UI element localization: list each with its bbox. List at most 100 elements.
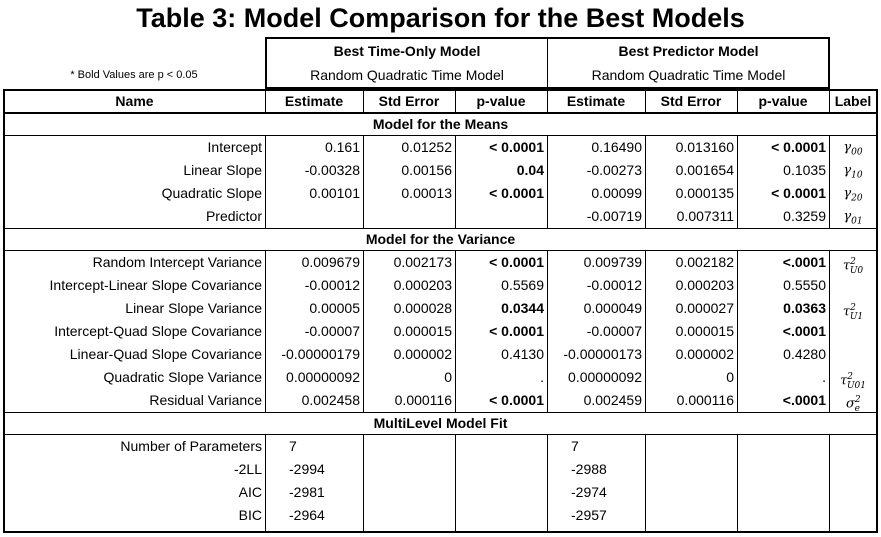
parameter-label <box>829 343 877 366</box>
table-row: Linear-Quad Slope Covariance -0.00000179 0… <box>4 343 877 366</box>
std-error-1: 0.01252 <box>401 139 452 155</box>
std-error-2: 0.000015 <box>675 323 734 339</box>
column-divider <box>455 136 456 228</box>
std-error-1 <box>363 205 455 228</box>
p-value-1: . <box>540 369 544 385</box>
parameter-label: τ2U1 <box>842 303 864 322</box>
table-row: Linear Slope Variance 0.00005 0.000028 0.03… <box>4 297 877 320</box>
row-name: Number of Parameters <box>120 438 262 454</box>
p-value-1: < 0.0001 <box>489 254 544 270</box>
column-divider <box>829 251 830 412</box>
column-divider <box>547 435 548 532</box>
fit-value-2: -2957 <box>571 507 607 523</box>
fit-value-1: 7 <box>289 438 297 454</box>
fit-value-1: -2994 <box>289 461 325 477</box>
column-divider <box>829 435 830 532</box>
p-value-2: <.0001 <box>782 254 826 270</box>
estimate-2: 0.00099 <box>591 185 642 201</box>
std-error-2: 0.013160 <box>675 139 734 155</box>
p-value-2: <.0001 <box>782 323 826 339</box>
parameter-label: τ2U0 <box>842 257 864 276</box>
row-divider <box>4 113 877 114</box>
table-row: Intercept-Quad Slope Covariance -0.00007 0… <box>4 320 877 343</box>
column-divider <box>455 435 456 532</box>
row-divider <box>4 250 877 251</box>
table-title: Table 3: Model Comparison for the Best M… <box>136 3 745 33</box>
std-error-2: 0.007311 <box>676 208 734 224</box>
row-divider <box>4 228 877 229</box>
estimate-2: -0.00007 <box>586 323 642 339</box>
p-value-1: < 0.0001 <box>489 323 544 339</box>
std-error-1: 0.000116 <box>394 392 452 408</box>
column-divider <box>363 90 364 113</box>
std-error-1: 0.000203 <box>393 277 452 293</box>
std-error-2: 0.001654 <box>675 162 734 178</box>
bold-note: * Bold Values are p < 0.05 <box>70 69 198 81</box>
row-name: AIC <box>238 484 262 500</box>
fit-value-1: -2964 <box>289 507 325 523</box>
std-error-1: 0.000002 <box>393 346 452 362</box>
column-divider <box>265 435 266 532</box>
row-name: -2LL <box>233 461 262 477</box>
parameter-label: γ10 <box>843 163 863 181</box>
p-value-1: 0.04 <box>516 162 544 178</box>
std-error-2: 0.000116 <box>676 392 734 408</box>
parameter-label: σ2e <box>846 395 861 414</box>
table-row: Linear Slope -0.00328 0.00156 0.04 -0.00273 0… <box>4 159 877 182</box>
column-divider <box>645 251 646 412</box>
header-bottom-border <box>4 112 877 113</box>
column-divider <box>265 251 266 412</box>
std-error-1: 0.000028 <box>393 300 452 316</box>
estimate-2: -0.00273 <box>586 162 642 178</box>
column-divider <box>363 136 364 228</box>
estimate-1: 0.00101 <box>309 185 360 201</box>
estimate-1: 0.002458 <box>301 392 360 408</box>
row-divider <box>4 135 877 136</box>
row-divider <box>4 434 877 435</box>
p-value-2: 0.1035 <box>783 162 826 178</box>
std-error-1: 0.002173 <box>393 254 452 270</box>
column-divider <box>829 90 830 113</box>
column-divider <box>455 90 456 113</box>
header-row: Name Estimate Std Error p-value Estimate Std … <box>4 90 877 113</box>
table-row: Number of Parameters 7 7 <box>4 435 877 458</box>
column-header: Label <box>834 93 872 109</box>
column-divider <box>363 251 364 412</box>
group-1-subtitle: Random Quadratic Time Model <box>310 67 504 83</box>
row-name: Residual Variance <box>149 392 262 408</box>
std-error-2: 0.002182 <box>675 254 734 270</box>
table-row: Intercept 0.161 0.01252 < 0.0001 0.16490 0.01… <box>4 136 877 159</box>
estimate-2: 0.000049 <box>583 300 642 316</box>
std-error-2: 0 <box>726 369 734 385</box>
fit-value-2: 7 <box>571 438 579 454</box>
column-divider <box>265 136 266 228</box>
group-2-title: Best Predictor Model <box>618 43 759 59</box>
table-row: Predictor -0.00719 0.007311 0.3259 <box>4 205 877 228</box>
estimate-1: -0.00007 <box>304 323 360 339</box>
estimate-1 <box>265 205 363 228</box>
column-header: Std Error <box>660 93 722 109</box>
p-value-1: 0.4130 <box>501 346 544 362</box>
p-value-1 <box>455 205 547 228</box>
column-header: Std Error <box>378 93 440 109</box>
p-value-2: 0.4280 <box>783 346 826 362</box>
row-name: BIC <box>238 507 262 523</box>
p-value-1: < 0.0001 <box>489 139 544 155</box>
row-divider <box>4 412 877 413</box>
p-value-1: < 0.0001 <box>489 185 544 201</box>
p-value-2: . <box>822 369 826 385</box>
estimate-2: 0.002459 <box>583 392 642 408</box>
row-name: Quadratic Slope Variance <box>103 369 263 385</box>
p-value-2: <.0001 <box>782 392 826 408</box>
column-divider <box>363 435 364 532</box>
p-value-1: 0.5569 <box>501 277 544 293</box>
std-error-2: 0.000002 <box>675 346 734 362</box>
parameter-label: γ00 <box>843 140 863 158</box>
group-divider <box>547 38 548 89</box>
estimate-1: -0.00328 <box>304 162 360 178</box>
column-header: Estimate <box>284 93 344 109</box>
std-error-2: 0.000203 <box>675 277 734 293</box>
table-row: Quadratic Slope 0.00101 0.00013 < 0.0001 0.0… <box>4 182 877 205</box>
p-value-2: 0.0363 <box>783 300 826 316</box>
table-row: -2LL -2994 -2988 <box>4 458 877 481</box>
